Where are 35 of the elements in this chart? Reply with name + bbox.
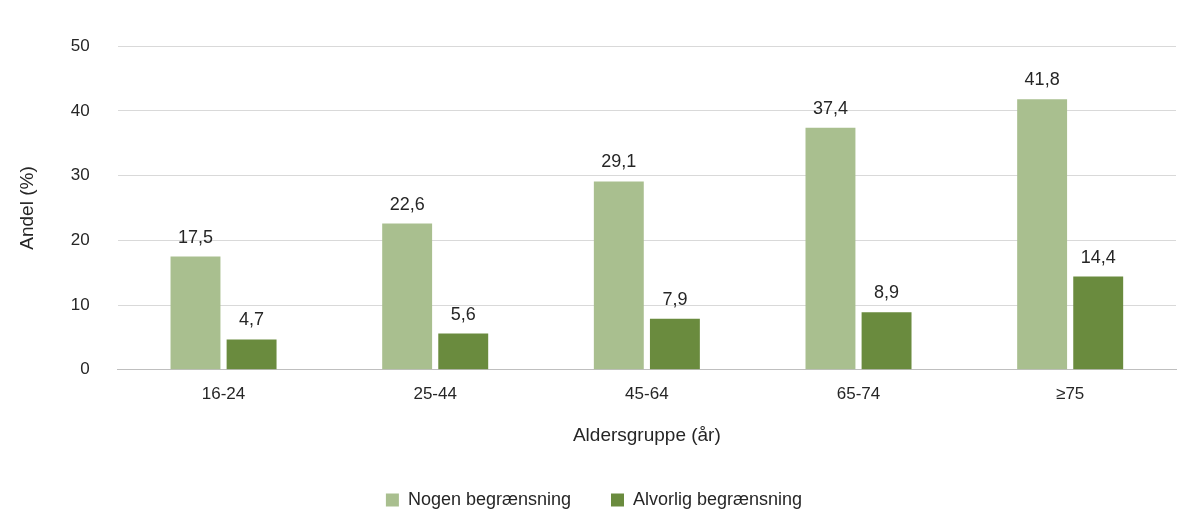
data-label: 41,8 <box>1024 69 1060 90</box>
bar <box>649 318 700 370</box>
data-label: 5,6 <box>450 303 476 324</box>
y-tick-label: 30 <box>70 165 90 185</box>
y-tick-label: 40 <box>70 100 90 120</box>
bar <box>382 223 433 370</box>
y-tick-label: 20 <box>70 230 90 250</box>
x-tick-label: 25-44 <box>413 383 457 403</box>
data-label: 7,9 <box>662 288 688 309</box>
data-label: 29,1 <box>601 151 637 172</box>
x-tick-label: 16-24 <box>201 383 246 403</box>
data-label: 22,6 <box>389 193 425 214</box>
y-axis-title: Andel (%) <box>15 166 37 250</box>
bar <box>438 333 489 370</box>
data-label: 14,4 <box>1080 246 1116 267</box>
data-label: 17,5 <box>177 226 214 247</box>
y-tick-label: 10 <box>70 294 90 314</box>
x-tick-label: ≥75 <box>1056 383 1085 403</box>
x-tick-label: 45-64 <box>625 383 669 403</box>
data-label: 37,4 <box>812 97 848 118</box>
data-label: 8,9 <box>874 282 900 303</box>
bar <box>226 339 277 370</box>
y-tick-label: 50 <box>70 35 90 55</box>
bar <box>1017 99 1068 370</box>
data-label: 4,7 <box>239 309 265 330</box>
legend-label: Nogen begrænsning <box>407 488 572 509</box>
y-tick-label: 0 <box>80 359 90 379</box>
bar <box>861 312 912 370</box>
bar <box>805 127 856 370</box>
bar <box>1073 276 1124 370</box>
x-axis-title: Aldersgruppe (år) <box>572 423 721 445</box>
bar <box>593 181 644 370</box>
bar <box>170 256 221 370</box>
x-tick-label: 65-74 <box>836 383 881 403</box>
legend-label: Alvorlig begrænsning <box>633 488 803 509</box>
